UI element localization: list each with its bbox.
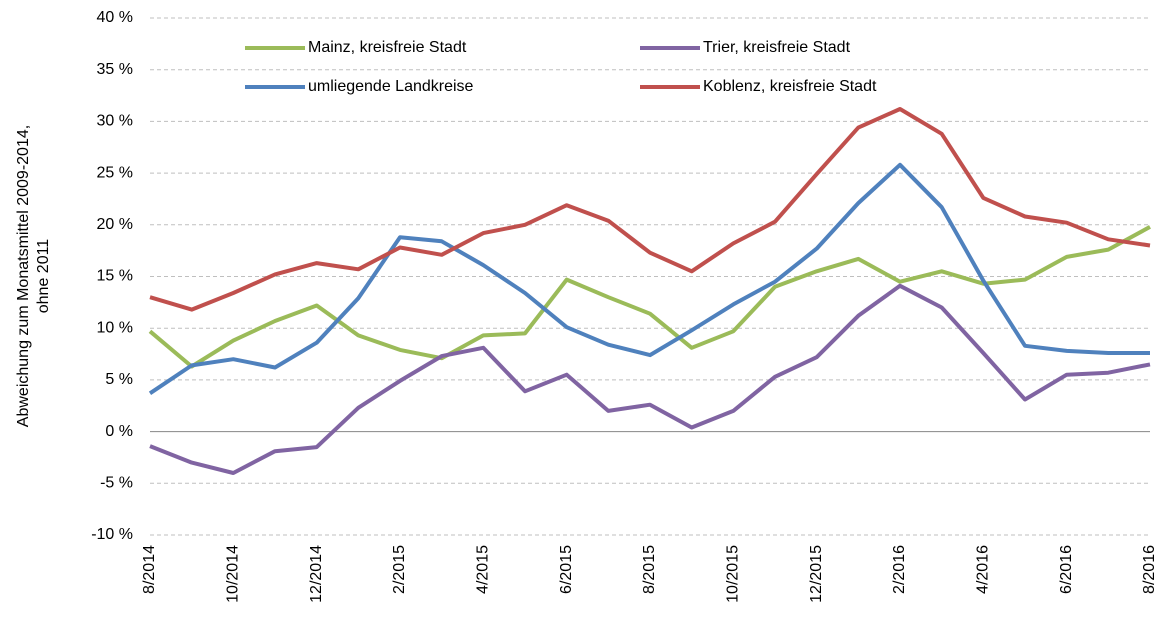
y-tick-label: 25 % (97, 164, 133, 181)
y-tick-label: -10 % (91, 526, 133, 543)
x-tick-label: 8/2016 (1141, 545, 1158, 594)
y-tick-label: 5 % (105, 371, 133, 388)
x-tick-label: 10/2015 (725, 545, 742, 603)
legend-label: Koblenz, kreisfreie Stadt (703, 78, 877, 95)
y-tick-label: 40 % (97, 9, 133, 26)
legend-label: Trier, kreisfreie Stadt (703, 39, 851, 56)
x-tick-label: 4/2016 (975, 545, 992, 594)
x-tick-label: 6/2016 (1058, 545, 1075, 594)
series-line (148, 225, 1151, 369)
x-tick-label: 2/2016 (891, 545, 908, 594)
series-line (149, 107, 1151, 312)
y-tick-label: 15 % (97, 268, 133, 285)
y-tick-label: 20 % (97, 216, 133, 233)
series-line (148, 162, 1150, 395)
y-tick-label: 0 % (105, 423, 133, 440)
x-tick-label: 8/2015 (641, 545, 658, 594)
x-tick-label: 12/2015 (808, 545, 825, 603)
y-axis-label: Abweichung zum Monatsmittel 2009-2014, (15, 125, 32, 427)
y-tick-label: -5 % (100, 475, 133, 492)
y-tick-label: 30 % (97, 113, 133, 130)
x-tick-label: 12/2014 (308, 545, 325, 603)
y-tick-label: 35 % (97, 61, 133, 78)
legend-label: umliegende Landkreise (308, 78, 474, 95)
x-tick-label: 2/2015 (391, 545, 408, 594)
y-tick-label: 10 % (97, 319, 133, 336)
x-tick-label: 4/2015 (475, 545, 492, 594)
y-axis-label: ohne 2011 (35, 239, 52, 314)
legend-label: Mainz, kreisfreie Stadt (308, 39, 467, 56)
x-tick-label: 6/2015 (558, 545, 575, 594)
series-line (149, 283, 1151, 475)
x-tick-label: 10/2014 (225, 545, 242, 603)
x-tick-label: 8/2014 (141, 545, 158, 594)
